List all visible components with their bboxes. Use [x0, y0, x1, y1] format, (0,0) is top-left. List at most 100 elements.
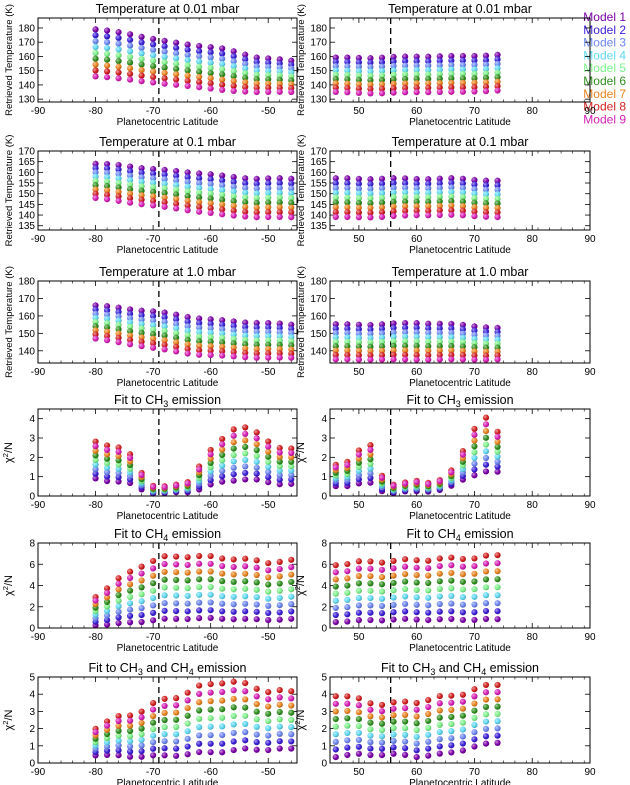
- data-point: [413, 62, 420, 69]
- data-point: [344, 334, 351, 341]
- data-point: [115, 184, 122, 191]
- data-point: [219, 749, 226, 756]
- data-point: [265, 609, 272, 617]
- data-point: [126, 581, 134, 588]
- ylabel-text: /N: [295, 709, 307, 720]
- data-point: [413, 351, 420, 359]
- data-point: [355, 352, 362, 359]
- data-point: [288, 731, 295, 738]
- data-point: [253, 616, 260, 623]
- data-point: [459, 740, 466, 747]
- data-point: [494, 356, 501, 363]
- ylabel-superscript: 2: [1, 721, 10, 725]
- data-point: [459, 356, 466, 363]
- data-point: [448, 175, 455, 182]
- data-point: [276, 199, 283, 206]
- data-point: [196, 338, 203, 345]
- data-point: [276, 701, 283, 708]
- data-point: [378, 352, 386, 359]
- data-point: [207, 316, 214, 323]
- data-point: [332, 347, 339, 354]
- data-point: [161, 607, 168, 614]
- data-point: [378, 356, 386, 363]
- data-point: [126, 717, 134, 724]
- data-point: [448, 469, 455, 476]
- data-point: [367, 572, 374, 580]
- data-point: [436, 207, 443, 214]
- data-point: [355, 602, 362, 609]
- data-point: [344, 589, 351, 596]
- data-point: [161, 189, 168, 197]
- data-point: [448, 720, 455, 728]
- data-point: [471, 555, 478, 562]
- data-point: [402, 745, 409, 752]
- data-point: [150, 308, 157, 315]
- data-point: [150, 594, 157, 602]
- data-point: [242, 688, 249, 695]
- data-point: [390, 85, 397, 92]
- data-point: [355, 326, 362, 333]
- panel-title: Fit to CH3 emission: [406, 393, 513, 409]
- data-point: [378, 745, 386, 752]
- ylabel-superscript: 2: [293, 586, 302, 590]
- data-point: [103, 446, 111, 453]
- data-point: [413, 185, 420, 192]
- data-point: [355, 68, 362, 75]
- data-point: [459, 555, 466, 563]
- data-point: [126, 199, 134, 206]
- data-point: [494, 458, 501, 465]
- data-point: [138, 753, 145, 760]
- data-point: [402, 198, 409, 205]
- data-point: [378, 566, 386, 573]
- data-point: [288, 458, 295, 465]
- data-point: [184, 697, 191, 704]
- data-point: [436, 80, 443, 87]
- data-point: [219, 473, 226, 480]
- data-point: [173, 65, 180, 73]
- data-point: [173, 195, 180, 203]
- y-tick-label: 160: [310, 311, 327, 322]
- x-tick-label: -60: [203, 632, 218, 643]
- data-point: [242, 332, 249, 339]
- data-point: [332, 562, 339, 569]
- data-point: [196, 329, 203, 336]
- data-point: [367, 59, 374, 66]
- data-point: [276, 566, 283, 573]
- data-point: [494, 453, 501, 460]
- x-tick-label: -50: [261, 106, 276, 117]
- data-point: [367, 732, 374, 739]
- data-point: [425, 609, 432, 616]
- data-point: [390, 750, 397, 757]
- data-point: [402, 698, 409, 705]
- x-axis-label: Planetocentric Latitude: [117, 378, 219, 389]
- data-point: [115, 614, 122, 621]
- data-point: [448, 334, 455, 341]
- data-point: [448, 329, 455, 336]
- data-point: [402, 600, 409, 608]
- data-point: [355, 339, 362, 346]
- data-series: [92, 26, 295, 96]
- data-point: [378, 714, 386, 721]
- data-point: [253, 76, 260, 83]
- data-point: [242, 336, 249, 344]
- data-point: [242, 60, 249, 68]
- data-point: [402, 212, 409, 219]
- data-point: [138, 66, 145, 74]
- data-point: [196, 63, 203, 70]
- data-point: [288, 586, 295, 593]
- x-tick-label: 80: [527, 106, 539, 117]
- data-point: [390, 347, 397, 354]
- data-point: [367, 446, 374, 453]
- data-point: [378, 72, 386, 79]
- data-point: [288, 88, 295, 96]
- data-point: [150, 565, 157, 572]
- data-point: [138, 78, 145, 85]
- data-point: [288, 556, 295, 563]
- data-point: [161, 723, 168, 731]
- data-point: [378, 59, 386, 66]
- data-point: [138, 736, 145, 743]
- data-point: [115, 752, 122, 759]
- data-point: [207, 200, 214, 207]
- data-point: [126, 42, 134, 49]
